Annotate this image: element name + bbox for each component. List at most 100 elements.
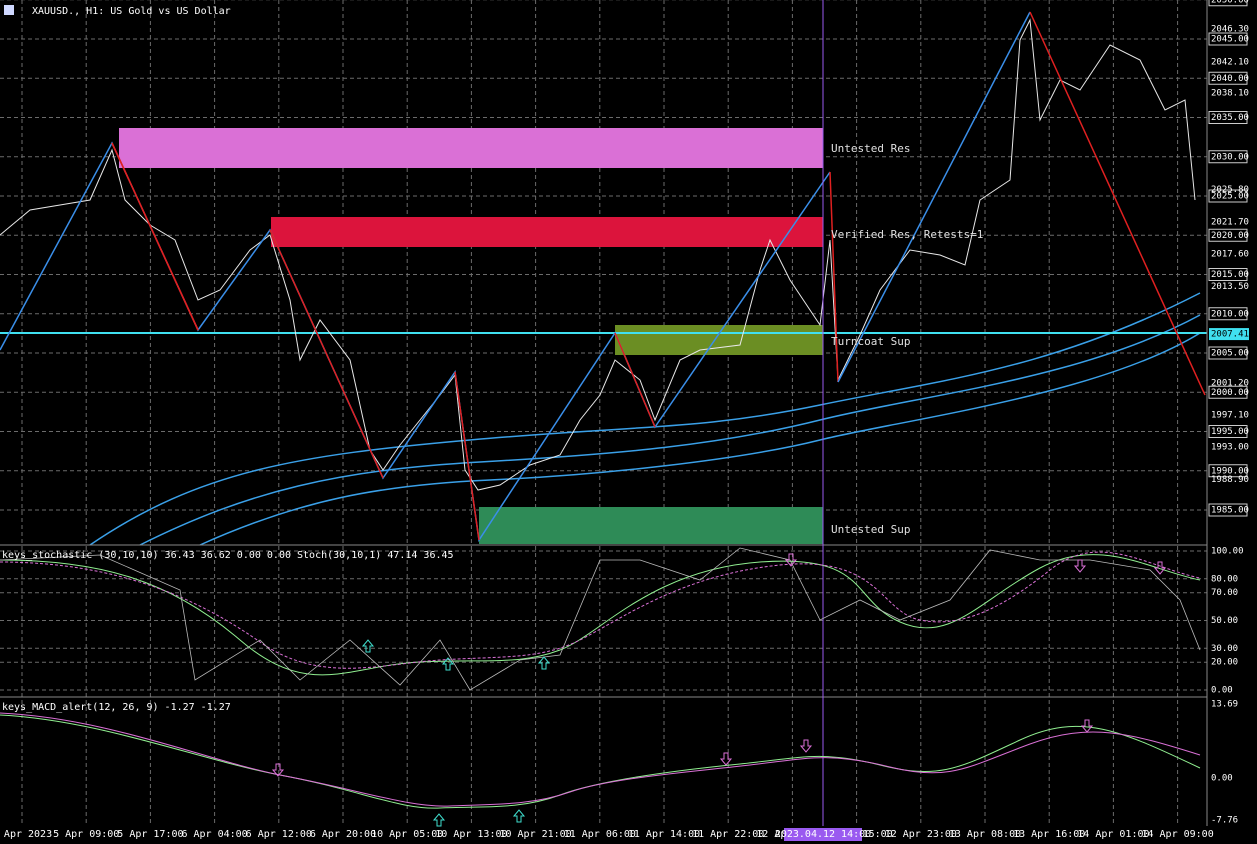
stoch-tick-label: 20.00 — [1211, 658, 1238, 668]
price-level-box — [1208, 71, 1248, 85]
price-line — [0, 18, 1196, 491]
macd-tick-label: 13.69 — [1211, 700, 1238, 710]
price-label: 1990.00 — [1211, 466, 1249, 476]
price-label: 1995.00 — [1211, 427, 1249, 437]
price-label: 2035.00 — [1211, 113, 1249, 123]
price-level-box — [1208, 111, 1248, 124]
zone-label: Untested Res — [831, 142, 910, 155]
stoch-raw — [0, 547, 1201, 691]
time-label: 11 Apr 22:00 — [692, 829, 764, 840]
time-label: 5 Apr 17:00 — [117, 829, 183, 840]
price-label: 2050.00 — [1211, 0, 1249, 5]
stoch-tick-label: 50.00 — [1211, 616, 1238, 626]
stoch-tick-label: 100.00 — [1211, 547, 1244, 557]
zigzag-down — [269, 229, 384, 479]
price-label: 2030.00 — [1211, 152, 1249, 162]
time-label: 6 Apr 04:00 — [181, 829, 247, 840]
buy-arrow — [432, 813, 446, 827]
verified-res-zone — [271, 217, 823, 247]
turncoat-sup-zone — [615, 325, 823, 355]
macd-tick-label: -7.76 — [1211, 815, 1238, 825]
price-label: 2010.00 — [1211, 309, 1249, 319]
time-label: 10 Apr 13:00 — [435, 829, 507, 840]
zigzag-down — [454, 371, 480, 541]
price-level-box — [1208, 228, 1248, 242]
time-label: 13 Apr 08:00 — [949, 829, 1021, 840]
price-label: 2005.00 — [1211, 349, 1249, 359]
price-level-box — [1208, 464, 1248, 478]
ma-line — [89, 292, 1201, 546]
time-label: 11 Apr 14:00 — [628, 829, 700, 840]
zigzag-down — [1029, 11, 1206, 396]
price-level-box — [1208, 346, 1248, 360]
price-label: 2021.70 — [1211, 217, 1249, 227]
price-label: 2038.10 — [1211, 89, 1249, 99]
price-label: 1993.00 — [1211, 443, 1249, 453]
sell-arrow — [271, 763, 285, 777]
price-label: 1985.00 — [1211, 506, 1249, 516]
price-label: 2046.30 — [1211, 24, 1249, 34]
price-level-box — [1208, 425, 1248, 438]
ma-line — [199, 332, 1201, 546]
price-label: 2045.00 — [1211, 35, 1249, 45]
zigzag-up — [837, 11, 1031, 383]
sell-arrow — [1080, 719, 1094, 733]
zone-label: Untested Sup — [831, 523, 910, 536]
buy-arrow — [361, 639, 375, 653]
time-label: 6 Apr 20:00 — [310, 829, 376, 840]
price-level-box — [1208, 189, 1248, 203]
price-label: 2042.10 — [1211, 57, 1249, 67]
stoch-signal — [0, 551, 1201, 669]
cursor-time-label: 2023.04.12 14:00 — [775, 829, 871, 840]
price-label: 2000.00 — [1211, 388, 1249, 398]
ma-line — [139, 314, 1201, 546]
zigzag-down — [111, 142, 199, 331]
cursor-time-box — [784, 828, 862, 841]
price-label: 2025.00 — [1211, 192, 1249, 202]
price-level-box — [1208, 0, 1248, 7]
price-level-box — [1208, 32, 1248, 46]
sell-arrow — [799, 739, 813, 753]
window-icon — [4, 5, 14, 15]
sell-arrow — [784, 553, 798, 567]
zone-label: Turncoat Sup — [831, 335, 910, 348]
buy-arrow — [441, 657, 455, 671]
time-label: 14 Apr 01:00 — [1077, 829, 1149, 840]
price-label: 2025.80 — [1211, 185, 1249, 195]
current-price-label: 2007.41 — [1211, 330, 1249, 340]
macd-tick-label: 0.00 — [1211, 774, 1233, 784]
zigzag-down — [829, 171, 839, 383]
stoch-main — [0, 554, 1201, 676]
price-label: 2015.00 — [1211, 270, 1249, 280]
price-label: 2020.00 — [1211, 231, 1249, 241]
chart-title: XAUUSD., H1: US Gold vs US Dollar — [32, 6, 231, 17]
time-label: 6 Apr 12:00 — [246, 829, 312, 840]
buy-arrow — [537, 656, 551, 670]
sell-arrow — [1073, 559, 1087, 573]
buy-arrow — [512, 809, 526, 823]
time-label: 5 Apr 09:00 — [53, 829, 119, 840]
untested-res-zone — [119, 128, 823, 168]
time-label: 13 Apr 16:00 — [1013, 829, 1085, 840]
price-label: 1988.90 — [1211, 475, 1249, 485]
time-label: 10 Apr 21:00 — [499, 829, 571, 840]
price-level-box — [1208, 268, 1248, 281]
time-label: 14 Apr 09:00 — [1141, 829, 1213, 840]
price-level-box — [1208, 150, 1248, 164]
current-price-box — [1209, 328, 1249, 341]
zigzag-down — [614, 332, 656, 428]
price-level-box — [1208, 307, 1248, 321]
time-label: 10 Apr 05:00 — [371, 829, 443, 840]
zone-label: Verified Res, Retests=1 — [831, 228, 983, 241]
time-label: 12 Apr 23:00 — [885, 829, 957, 840]
sell-arrow — [719, 752, 733, 766]
untested-sup-zone — [479, 507, 823, 544]
stoch-tick-label: 30.00 — [1211, 644, 1238, 654]
price-label: 1997.10 — [1211, 411, 1249, 421]
price-label: 2001.20 — [1211, 378, 1249, 388]
stoch-tick-label: 70.00 — [1211, 588, 1238, 598]
price-level-box — [1208, 503, 1248, 517]
price-label: 2040.00 — [1211, 74, 1249, 84]
macd-header: keys_MACD_alert(12, 26, 9) -1.27 -1.27 — [2, 702, 231, 713]
